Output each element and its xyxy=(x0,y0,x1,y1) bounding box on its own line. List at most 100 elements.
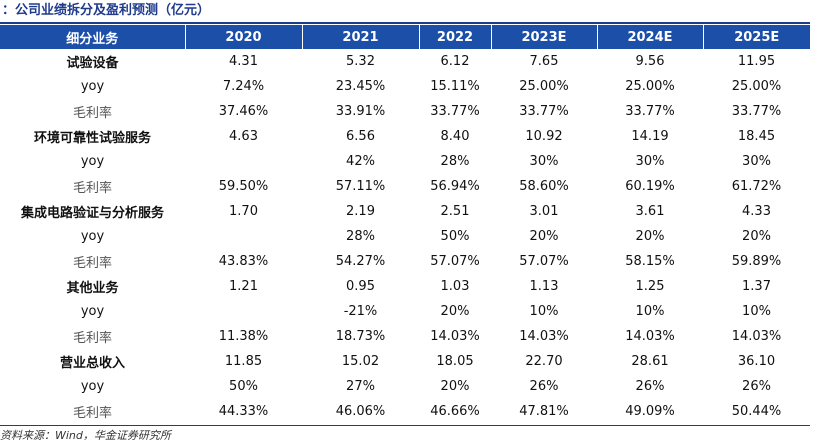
row-label: yoy xyxy=(80,379,105,394)
table-cell: 1.03 xyxy=(440,279,470,294)
table-cell: 10% xyxy=(742,304,771,319)
table-row: yoy 28% 50% 20% 20% 20% xyxy=(0,224,810,249)
table-cell: 61.72% xyxy=(731,179,782,194)
table-cell: 27% xyxy=(346,379,375,394)
table-cell: 33.77% xyxy=(625,104,675,119)
table-cell: 22.70 xyxy=(525,354,563,369)
table-cell: 46.66% xyxy=(430,404,480,419)
table-cell: 30% xyxy=(529,154,559,169)
table-cell: 25.00% xyxy=(625,79,675,94)
table-cell: 20% xyxy=(440,304,470,319)
column-header: 2023E xyxy=(490,25,597,49)
table-cell: 28% xyxy=(346,229,375,244)
table-cell: 47.81% xyxy=(519,404,569,419)
table-row: 营业总收入 11.85 15.02 18.05 22.70 28.61 36.10 xyxy=(0,349,810,374)
column-header: 2024E xyxy=(596,25,703,49)
top-divider xyxy=(0,22,810,24)
row-label: 毛利率 xyxy=(72,181,112,196)
table-row: 毛利率 44.33% 46.06% 46.66% 47.81% 49.09% 50.44% xyxy=(0,399,810,424)
table-cell: 49.09% xyxy=(625,404,675,419)
table-row: 毛利率 43.83% 54.27% 57.07% 57.07% 58.15% 59.89% xyxy=(0,249,810,274)
table-cell: 25.00% xyxy=(519,79,569,94)
forecast-table: 细分业务 2020 2021 2022 2023E 2024E 2025E 试验… xyxy=(0,25,810,424)
table-row: 毛利率 11.38% 18.73% 14.03% 14.03% 14.03% 14.03% xyxy=(0,324,810,349)
table-header-row: 细分业务 2020 2021 2022 2023E 2024E 2025E xyxy=(0,25,810,49)
table-cell: 1.70 xyxy=(229,204,258,219)
table-cell: 33.91% xyxy=(335,104,386,119)
row-label: 集成电路验证与分析服务 xyxy=(20,206,164,221)
table-cell: 46.06% xyxy=(335,404,386,419)
table-cell: 57.07% xyxy=(430,254,480,269)
table-cell: 18.05 xyxy=(436,354,474,369)
table-cell: 58.15% xyxy=(625,254,675,269)
column-header: 2020 xyxy=(184,25,302,49)
row-label: yoy xyxy=(80,304,105,319)
table-row: yoy -21% 20% 10% 10% 10% xyxy=(0,299,810,324)
column-header: 2021 xyxy=(301,25,419,49)
table-cell: 1.37 xyxy=(742,279,771,294)
table-cell: 11.95 xyxy=(737,54,776,69)
table-cell: 30% xyxy=(635,154,665,169)
table-cell: 59.50% xyxy=(218,179,269,194)
table-cell: -21% xyxy=(343,304,378,319)
table-cell: 14.03% xyxy=(430,329,480,344)
table-cell: 42% xyxy=(346,154,375,169)
table-cell: 50% xyxy=(229,379,258,394)
table-cell: 20% xyxy=(529,229,559,244)
row-label: 毛利率 xyxy=(72,406,112,421)
table-cell: 3.61 xyxy=(635,204,665,219)
row-label: 毛利率 xyxy=(72,331,112,346)
row-label: yoy xyxy=(80,229,105,244)
table-cell: 7.65 xyxy=(529,54,559,69)
table-cell: 10% xyxy=(529,304,559,319)
table-row: 试验设备 4.31 5.32 6.12 7.65 9.56 11.95 xyxy=(0,49,810,74)
table-cell xyxy=(185,149,302,174)
source-note: 资料来源：Wind，华金证券研究所 xyxy=(0,429,171,442)
table-cell: 0.95 xyxy=(346,279,375,294)
row-label: yoy xyxy=(80,79,105,94)
table-cell: 14.03% xyxy=(519,329,569,344)
table-cell: 59.89% xyxy=(731,254,782,269)
table-cell: 44.33% xyxy=(218,404,269,419)
table-cell: 57.07% xyxy=(519,254,569,269)
table-cell xyxy=(185,299,302,324)
table-cell: 5.32 xyxy=(346,54,375,69)
table-row: yoy 7.24% 23.45% 15.11% 25.00% 25.00% 25.00% xyxy=(0,74,810,99)
table-cell: 7.24% xyxy=(222,79,265,94)
table-cell: 8.40 xyxy=(440,129,470,144)
column-header: 2025E xyxy=(702,25,810,49)
table-row: 毛利率 37.46% 33.91% 33.77% 33.77% 33.77% 33.77% xyxy=(0,99,810,124)
table-cell: 26% xyxy=(635,379,665,394)
table-cell: 2.19 xyxy=(346,204,375,219)
table-cell: 3.01 xyxy=(529,204,559,219)
table-row: yoy 50% 27% 20% 26% 26% 26% xyxy=(0,374,810,399)
table-cell: 26% xyxy=(742,379,771,394)
table-title: ：公司业绩拆分及盈利预测（亿元） xyxy=(2,3,211,18)
table-cell: 56.94% xyxy=(430,179,480,194)
table-cell: 14.03% xyxy=(731,329,782,344)
table-row: 环境可靠性试验服务 4.63 6.56 8.40 10.92 14.19 18.45 xyxy=(0,124,810,149)
table-cell: 15.02 xyxy=(341,354,380,369)
table-cell: 2.51 xyxy=(440,204,470,219)
table-cell: 20% xyxy=(635,229,665,244)
table-cell: 25.00% xyxy=(731,79,782,94)
table-cell: 28.61 xyxy=(631,354,669,369)
table-cell: 10% xyxy=(635,304,665,319)
row-label: 试验设备 xyxy=(66,56,119,71)
table-cell: 33.77% xyxy=(731,104,782,119)
table-cell: 18.45 xyxy=(737,129,776,144)
table-cell: 54.27% xyxy=(335,254,386,269)
table-cell: 23.45% xyxy=(335,79,386,94)
table-row: yoy 42% 28% 30% 30% 30% xyxy=(0,149,810,174)
table-cell: 1.21 xyxy=(229,279,258,294)
table-cell: 37.46% xyxy=(218,104,269,119)
row-label: yoy xyxy=(80,154,105,169)
table-cell: 20% xyxy=(440,379,470,394)
table-cell: 4.33 xyxy=(742,204,771,219)
table-cell: 57.11% xyxy=(335,179,386,194)
table-cell: 4.31 xyxy=(229,54,258,69)
table-cell: 60.19% xyxy=(625,179,675,194)
table-cell: 50.44% xyxy=(731,404,782,419)
table-cell: 1.13 xyxy=(529,279,559,294)
bottom-divider xyxy=(0,425,810,426)
